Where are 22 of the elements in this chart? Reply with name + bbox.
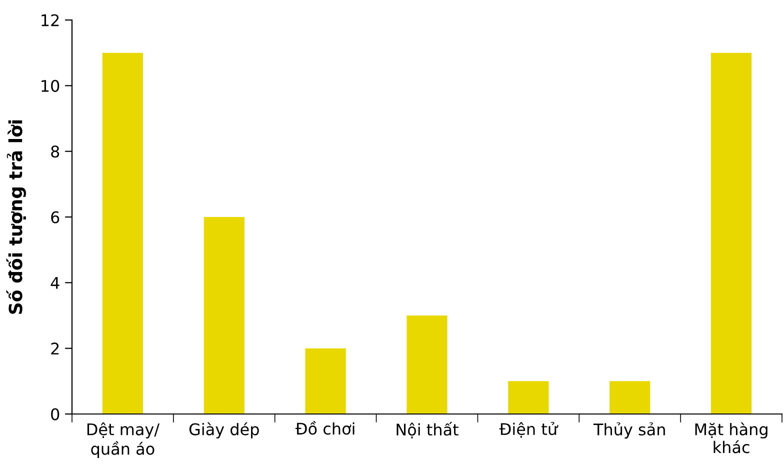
y-tick-label: 4 [50, 277, 60, 289]
x-tick-label: Đồ chơi [295, 420, 354, 435]
y-axis-title: Số đối tượng trả lời [6, 120, 26, 314]
bar [610, 381, 650, 414]
x-tick-label: Điện tử [499, 422, 558, 438]
bar [305, 348, 346, 414]
x-tick-label: Thủy sản [593, 422, 665, 439]
x-tick-label: Nội thất [396, 422, 458, 438]
y-tick-label: 8 [51, 146, 60, 158]
y-tick-label: 6 [51, 211, 60, 224]
x-tick-label: Mặt hàng khác [695, 422, 768, 454]
x-tick-label: Giày dép [189, 422, 259, 438]
bar [711, 52, 752, 414]
bar [406, 316, 448, 414]
y-tick-label: 2 [51, 342, 59, 354]
bar [102, 52, 143, 414]
bar [508, 381, 549, 414]
x-tick-label: Dệt may/ quần áo [87, 422, 160, 458]
y-tick-label: 10 [42, 80, 60, 92]
y-tick-label: 0 [51, 408, 60, 420]
bar [204, 217, 244, 414]
y-tick-label: 12 [42, 14, 59, 26]
